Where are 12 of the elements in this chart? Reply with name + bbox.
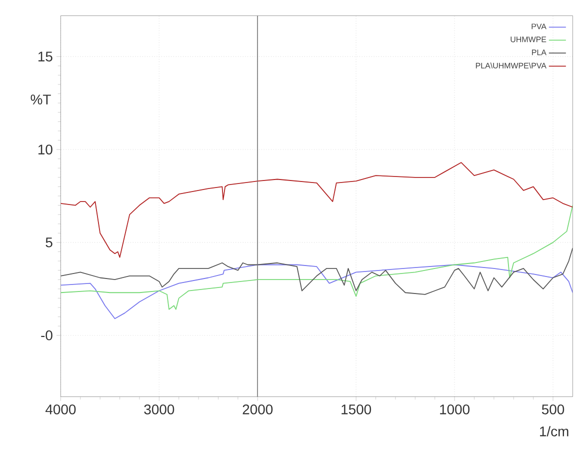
- x-tick-label: 2000: [242, 404, 273, 414]
- y-tick-label: 10: [38, 144, 52, 154]
- x-tick-label: 3000: [144, 404, 174, 414]
- y-tick-label: 15: [38, 52, 52, 62]
- x-tick-label: 1000: [440, 404, 470, 414]
- y-axis-title: %T: [30, 94, 51, 104]
- x-axis-title: 1/cm: [540, 426, 568, 436]
- x-tick-label: 500: [542, 404, 564, 414]
- x-tick-label: 4000: [45, 404, 76, 414]
- x-tick-label: 1500: [342, 404, 372, 414]
- y-tick-label: -0: [41, 330, 52, 340]
- y-tick-label: 5: [46, 238, 52, 248]
